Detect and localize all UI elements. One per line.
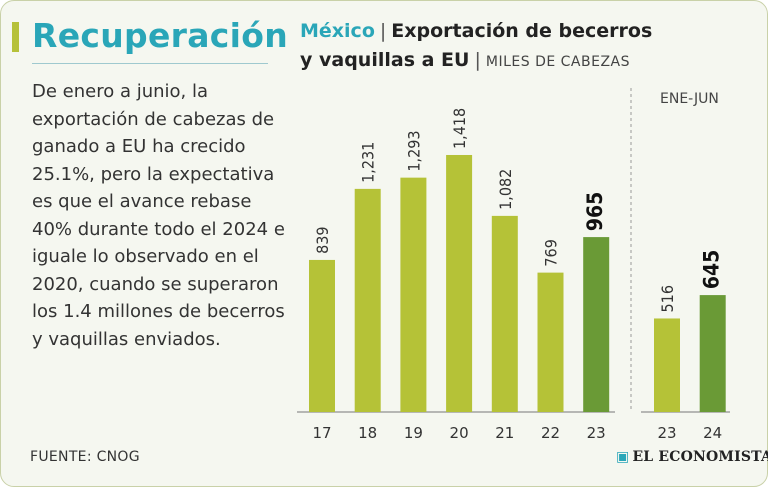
bar-24-ene-jun <box>699 295 726 412</box>
unit-separator: | <box>474 49 481 71</box>
chart-country: México <box>300 20 375 42</box>
data-label: 839 <box>313 226 332 253</box>
x-tick-label: 23 <box>587 424 606 442</box>
data-label: 1,293 <box>404 130 423 171</box>
x-tick-label: 24 <box>703 424 722 442</box>
chart-unit: MILES DE CABEZAS <box>485 54 630 70</box>
headline-accent-bar <box>12 22 19 52</box>
data-label: 1,082 <box>496 169 515 210</box>
bar-23 <box>583 237 610 412</box>
headline: Recuperación <box>32 16 289 55</box>
data-label: 965 <box>583 192 607 231</box>
x-tick-label: 22 <box>541 424 560 442</box>
x-tick-label: 17 <box>312 424 331 442</box>
x-tick-label: 21 <box>495 424 514 442</box>
source-note: FUENTE: CNOG <box>30 449 140 465</box>
x-tick-label: 23 <box>657 424 676 442</box>
bar-21 <box>491 215 518 412</box>
bar-22 <box>537 272 564 412</box>
chart-title-line2: y vaquillas a EU | MILES DE CABEZAS <box>300 49 630 71</box>
chart-title-continued: y vaquillas a EU <box>300 49 470 71</box>
headline-divider <box>32 63 268 64</box>
bar-18 <box>354 188 381 412</box>
data-label: 1,418 <box>450 108 469 149</box>
brand-icon: ▣ <box>616 449 630 465</box>
data-label: 516 <box>658 285 677 312</box>
bar-23-ene-jun <box>654 318 680 412</box>
period-label: ENE-JUN <box>660 91 719 107</box>
chart-title: Exportación de becerros <box>391 20 653 42</box>
body-text: De enero a junio, la exportación de cabe… <box>32 81 285 350</box>
bar-17 <box>309 259 335 412</box>
data-label: 645 <box>700 250 724 289</box>
brand-logo: ▣ EL ECONOMISTA <box>616 449 768 465</box>
bar-19 <box>400 177 427 412</box>
x-tick-label: 19 <box>404 424 423 442</box>
chart-title-line1: México | Exportación de becerros <box>300 20 652 42</box>
x-tick-label: 20 <box>450 424 469 442</box>
data-label: 1,231 <box>359 142 378 183</box>
x-tick-label: 18 <box>358 424 377 442</box>
bar-20 <box>446 154 473 413</box>
title-separator: | <box>379 20 387 42</box>
data-label: 769 <box>542 239 561 266</box>
brand-name: EL ECONOMISTA <box>632 449 768 465</box>
